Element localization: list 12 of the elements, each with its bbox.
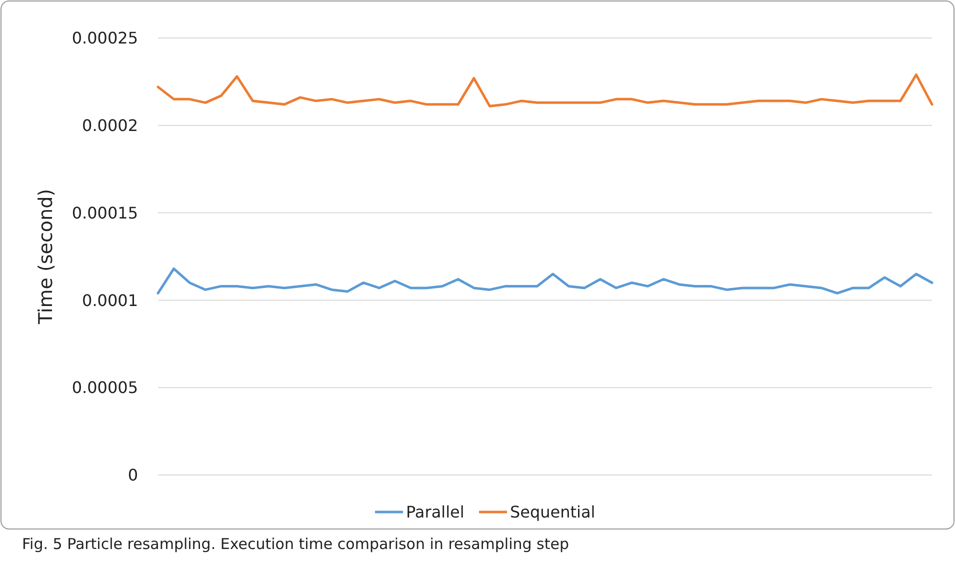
legend-label: Parallel	[406, 502, 464, 522]
y-tick-label: 0.00005	[72, 378, 138, 398]
y-tick-label: 0.00015	[72, 203, 138, 222]
caption: Fig. 5 Particle resampling. Execution time comparison in resampling step	[22, 535, 569, 553]
y-tick-label: 0.0001	[82, 290, 138, 310]
line-series	[156, 267, 934, 294]
y-axis-title: Time (second)	[35, 188, 57, 326]
y-tick-label: 0.0002	[82, 116, 138, 135]
legend-label: Sequential	[510, 502, 596, 522]
line-series	[156, 73, 934, 108]
y-tick-label: 0	[128, 466, 138, 485]
y-tick-label: 0.00025	[72, 28, 138, 48]
